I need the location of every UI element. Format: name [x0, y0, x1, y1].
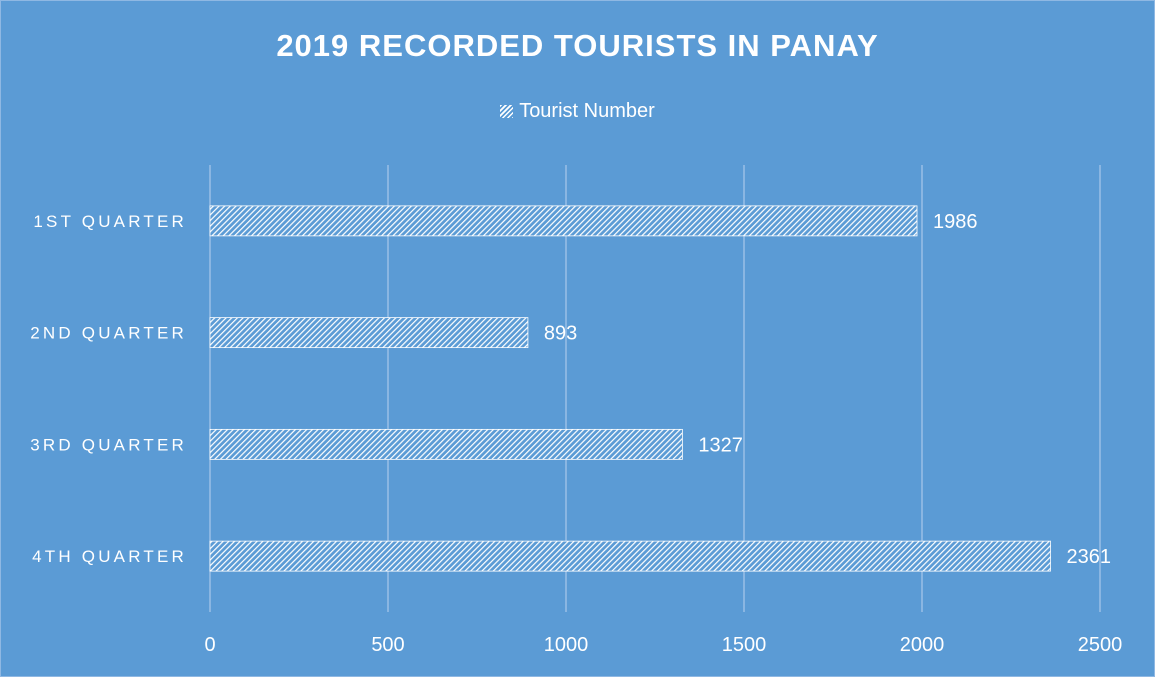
data-label: 1327	[698, 434, 743, 456]
category-label: 3RD QUARTER	[30, 435, 187, 454]
bar	[209, 540, 1051, 572]
labels: 0 500 1000 1500 2000 2500 1ST QUARTER 1986 2ND Q…	[30, 211, 1122, 656]
data-label: 893	[544, 323, 577, 345]
legend-swatch	[500, 105, 514, 118]
bar	[209, 428, 683, 460]
bars	[209, 205, 1051, 572]
x-tick-label: 2500	[1078, 634, 1123, 656]
gridlines	[209, 165, 1101, 612]
x-tick-label: 0	[204, 634, 215, 656]
bar	[209, 205, 918, 237]
bar	[209, 317, 529, 349]
x-tick-label: 1000	[544, 634, 589, 656]
data-label: 1986	[933, 211, 978, 233]
chart-title: 2019 RECORDED TOURISTS IN PANAY	[276, 28, 879, 63]
category-label: 4TH QUARTER	[32, 547, 187, 566]
legend-label: Tourist Number	[519, 100, 655, 122]
x-tick-label: 1500	[722, 634, 767, 656]
category-label: 2ND QUARTER	[30, 324, 187, 343]
legend: Tourist Number	[0, 100, 1155, 123]
x-tick-label: 2000	[900, 634, 945, 656]
x-tick-label: 500	[371, 634, 404, 656]
category-label: 1ST QUARTER	[33, 212, 187, 231]
data-label: 2361	[1067, 546, 1112, 568]
